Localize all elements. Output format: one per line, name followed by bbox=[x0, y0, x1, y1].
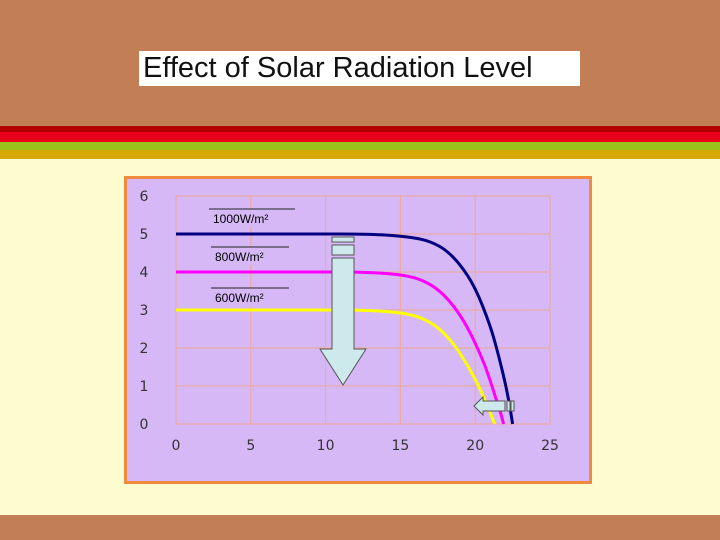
y-tick-label: 5 bbox=[140, 227, 149, 243]
iv-curve-chart: 1000W/m² 800W/m² 600W/m² 0 1 2 3 4 5 6 0 5 10 15 20 25 bbox=[140, 189, 559, 454]
stripe-green bbox=[0, 142, 720, 150]
x-tick-label: 20 bbox=[466, 438, 484, 454]
series-line-2 bbox=[175, 270, 506, 425]
stripe-red bbox=[0, 132, 720, 142]
footer-band bbox=[0, 515, 720, 540]
y-tick-label: 0 bbox=[140, 417, 149, 433]
series-labels: 1000W/m² 800W/m² 600W/m² bbox=[209, 208, 295, 306]
stripe-gold bbox=[0, 150, 720, 159]
x-tick-label: 10 bbox=[317, 438, 335, 454]
series-label-box bbox=[211, 288, 289, 306]
y-tick-label: 1 bbox=[140, 379, 149, 395]
series-label-3: 600W/m² bbox=[215, 291, 264, 305]
stripe-dark-red bbox=[0, 126, 720, 132]
left-arrow-icon bbox=[473, 395, 515, 417]
series-label-box bbox=[209, 209, 295, 227]
series-label-1: 1000W/m² bbox=[213, 212, 268, 226]
x-tick-label: 15 bbox=[391, 438, 409, 454]
down-arrow-icon bbox=[319, 236, 367, 386]
y-tick-label: 3 bbox=[140, 303, 149, 319]
y-tick-label: 6 bbox=[140, 189, 149, 205]
series-label-2: 800W/m² bbox=[215, 250, 264, 264]
x-tick-label: 0 bbox=[172, 438, 181, 454]
x-tick-label: 5 bbox=[246, 438, 255, 454]
y-tick-label: 4 bbox=[140, 265, 149, 281]
series-label-box bbox=[211, 247, 289, 265]
chart-frame bbox=[124, 176, 592, 484]
slide-title: Effect of Solar Radiation Level bbox=[139, 51, 580, 86]
y-tick-label: 2 bbox=[140, 341, 149, 357]
tick-labels: 0 1 2 3 4 5 6 0 5 10 15 20 25 bbox=[140, 189, 559, 454]
x-tick-label: 25 bbox=[541, 438, 559, 454]
series-line-1 bbox=[175, 232, 515, 425]
